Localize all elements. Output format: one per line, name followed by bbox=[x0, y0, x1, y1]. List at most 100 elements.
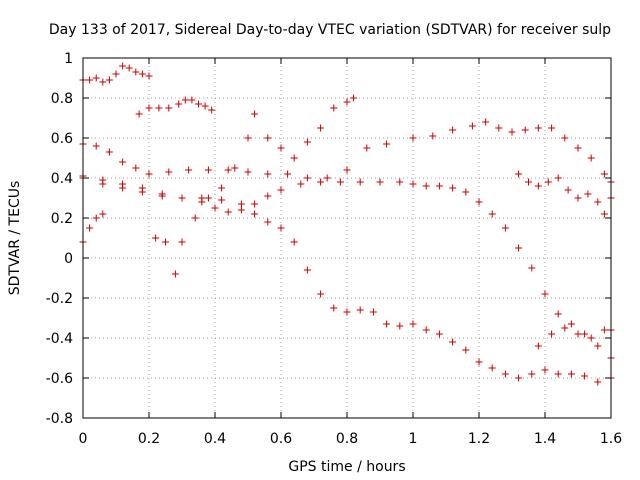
data-point bbox=[600, 326, 608, 334]
data-point bbox=[251, 200, 259, 208]
data-point bbox=[468, 122, 476, 130]
x-tick-label: 0.6 bbox=[270, 431, 292, 447]
data-point bbox=[317, 178, 325, 186]
data-point bbox=[515, 244, 523, 252]
data-point bbox=[475, 198, 483, 206]
data-point bbox=[181, 96, 189, 104]
data-point bbox=[383, 320, 391, 328]
data-point bbox=[587, 334, 595, 342]
data-point bbox=[135, 110, 143, 118]
data-point bbox=[105, 76, 113, 84]
data-point bbox=[534, 124, 542, 132]
data-point bbox=[237, 200, 245, 208]
data-point bbox=[548, 330, 556, 338]
data-point bbox=[303, 174, 311, 182]
data-point bbox=[297, 180, 305, 188]
data-point bbox=[264, 192, 272, 200]
data-point bbox=[521, 126, 529, 134]
data-points bbox=[79, 62, 615, 386]
data-point bbox=[475, 358, 483, 366]
series-track-C bbox=[79, 174, 615, 386]
x-axis-label: GPS time / hours bbox=[288, 459, 405, 475]
y-tick-label: 0.2 bbox=[51, 211, 73, 227]
data-point bbox=[336, 178, 344, 186]
data-point bbox=[218, 196, 226, 204]
data-point bbox=[290, 238, 298, 246]
chart-title: Day 133 of 2017, Sidereal Day-to-day VTE… bbox=[49, 22, 611, 38]
data-point bbox=[561, 134, 569, 142]
data-point bbox=[201, 102, 209, 110]
x-tick-label: 1 bbox=[409, 431, 418, 447]
data-point bbox=[171, 270, 179, 278]
data-point bbox=[541, 290, 549, 298]
data-point bbox=[138, 188, 146, 196]
data-point bbox=[132, 164, 140, 172]
data-point bbox=[534, 342, 542, 350]
data-point bbox=[409, 134, 417, 142]
data-point bbox=[462, 346, 470, 354]
data-point bbox=[195, 100, 202, 108]
data-point bbox=[587, 154, 595, 162]
axes: 0 0.2 0.4 0.6 0.8 1 1.2 1.4 1.6 -0.8 -0.6 -0.4 -0.2 0… bbox=[46, 51, 623, 447]
data-point bbox=[554, 370, 562, 378]
data-point bbox=[290, 154, 298, 162]
series-scattered-arc bbox=[79, 94, 358, 278]
data-point bbox=[396, 178, 404, 186]
data-point bbox=[561, 324, 569, 332]
data-point bbox=[449, 338, 457, 346]
data-point bbox=[581, 330, 589, 338]
data-point bbox=[162, 238, 169, 246]
data-point bbox=[356, 306, 364, 314]
data-point bbox=[541, 366, 549, 374]
data-point bbox=[383, 140, 391, 148]
y-tick-label: 1 bbox=[64, 51, 73, 67]
series-high-arc-2 bbox=[135, 96, 216, 118]
y-tick-label: -0.8 bbox=[46, 411, 73, 427]
data-point bbox=[594, 198, 602, 206]
data-point bbox=[251, 110, 259, 118]
data-point bbox=[462, 188, 470, 196]
data-point bbox=[501, 224, 509, 232]
data-point bbox=[449, 126, 457, 134]
data-point bbox=[594, 378, 602, 386]
y-tick-label: 0.8 bbox=[51, 91, 73, 107]
data-point bbox=[165, 104, 173, 112]
x-tick-label: 1.6 bbox=[600, 431, 622, 447]
data-point bbox=[284, 170, 292, 178]
data-point bbox=[303, 138, 311, 146]
data-point bbox=[567, 370, 575, 378]
data-point bbox=[429, 132, 437, 140]
data-point bbox=[343, 308, 351, 316]
data-point bbox=[224, 208, 232, 216]
data-point bbox=[185, 166, 193, 174]
data-point bbox=[138, 70, 146, 78]
data-point bbox=[574, 144, 582, 152]
data-point bbox=[237, 206, 245, 214]
data-point bbox=[92, 74, 100, 82]
data-point bbox=[264, 134, 272, 142]
data-point bbox=[99, 180, 107, 188]
x-tick-label: 0 bbox=[79, 431, 88, 447]
data-point bbox=[204, 166, 212, 174]
data-point bbox=[277, 144, 285, 152]
data-point bbox=[528, 264, 536, 272]
data-point bbox=[435, 330, 443, 338]
data-point bbox=[244, 134, 252, 142]
data-point bbox=[343, 98, 351, 106]
data-point bbox=[145, 170, 153, 178]
data-point bbox=[422, 182, 430, 190]
data-point bbox=[409, 320, 417, 328]
data-point bbox=[422, 326, 430, 334]
data-point bbox=[178, 238, 186, 246]
data-point bbox=[92, 142, 100, 150]
data-point bbox=[244, 168, 252, 176]
data-point bbox=[132, 68, 140, 76]
data-point bbox=[303, 266, 311, 274]
data-point bbox=[330, 304, 338, 312]
data-point bbox=[323, 174, 331, 182]
y-tick-label: -0.2 bbox=[46, 291, 73, 307]
data-point bbox=[515, 170, 523, 178]
data-point bbox=[277, 224, 285, 232]
data-point bbox=[574, 194, 582, 202]
